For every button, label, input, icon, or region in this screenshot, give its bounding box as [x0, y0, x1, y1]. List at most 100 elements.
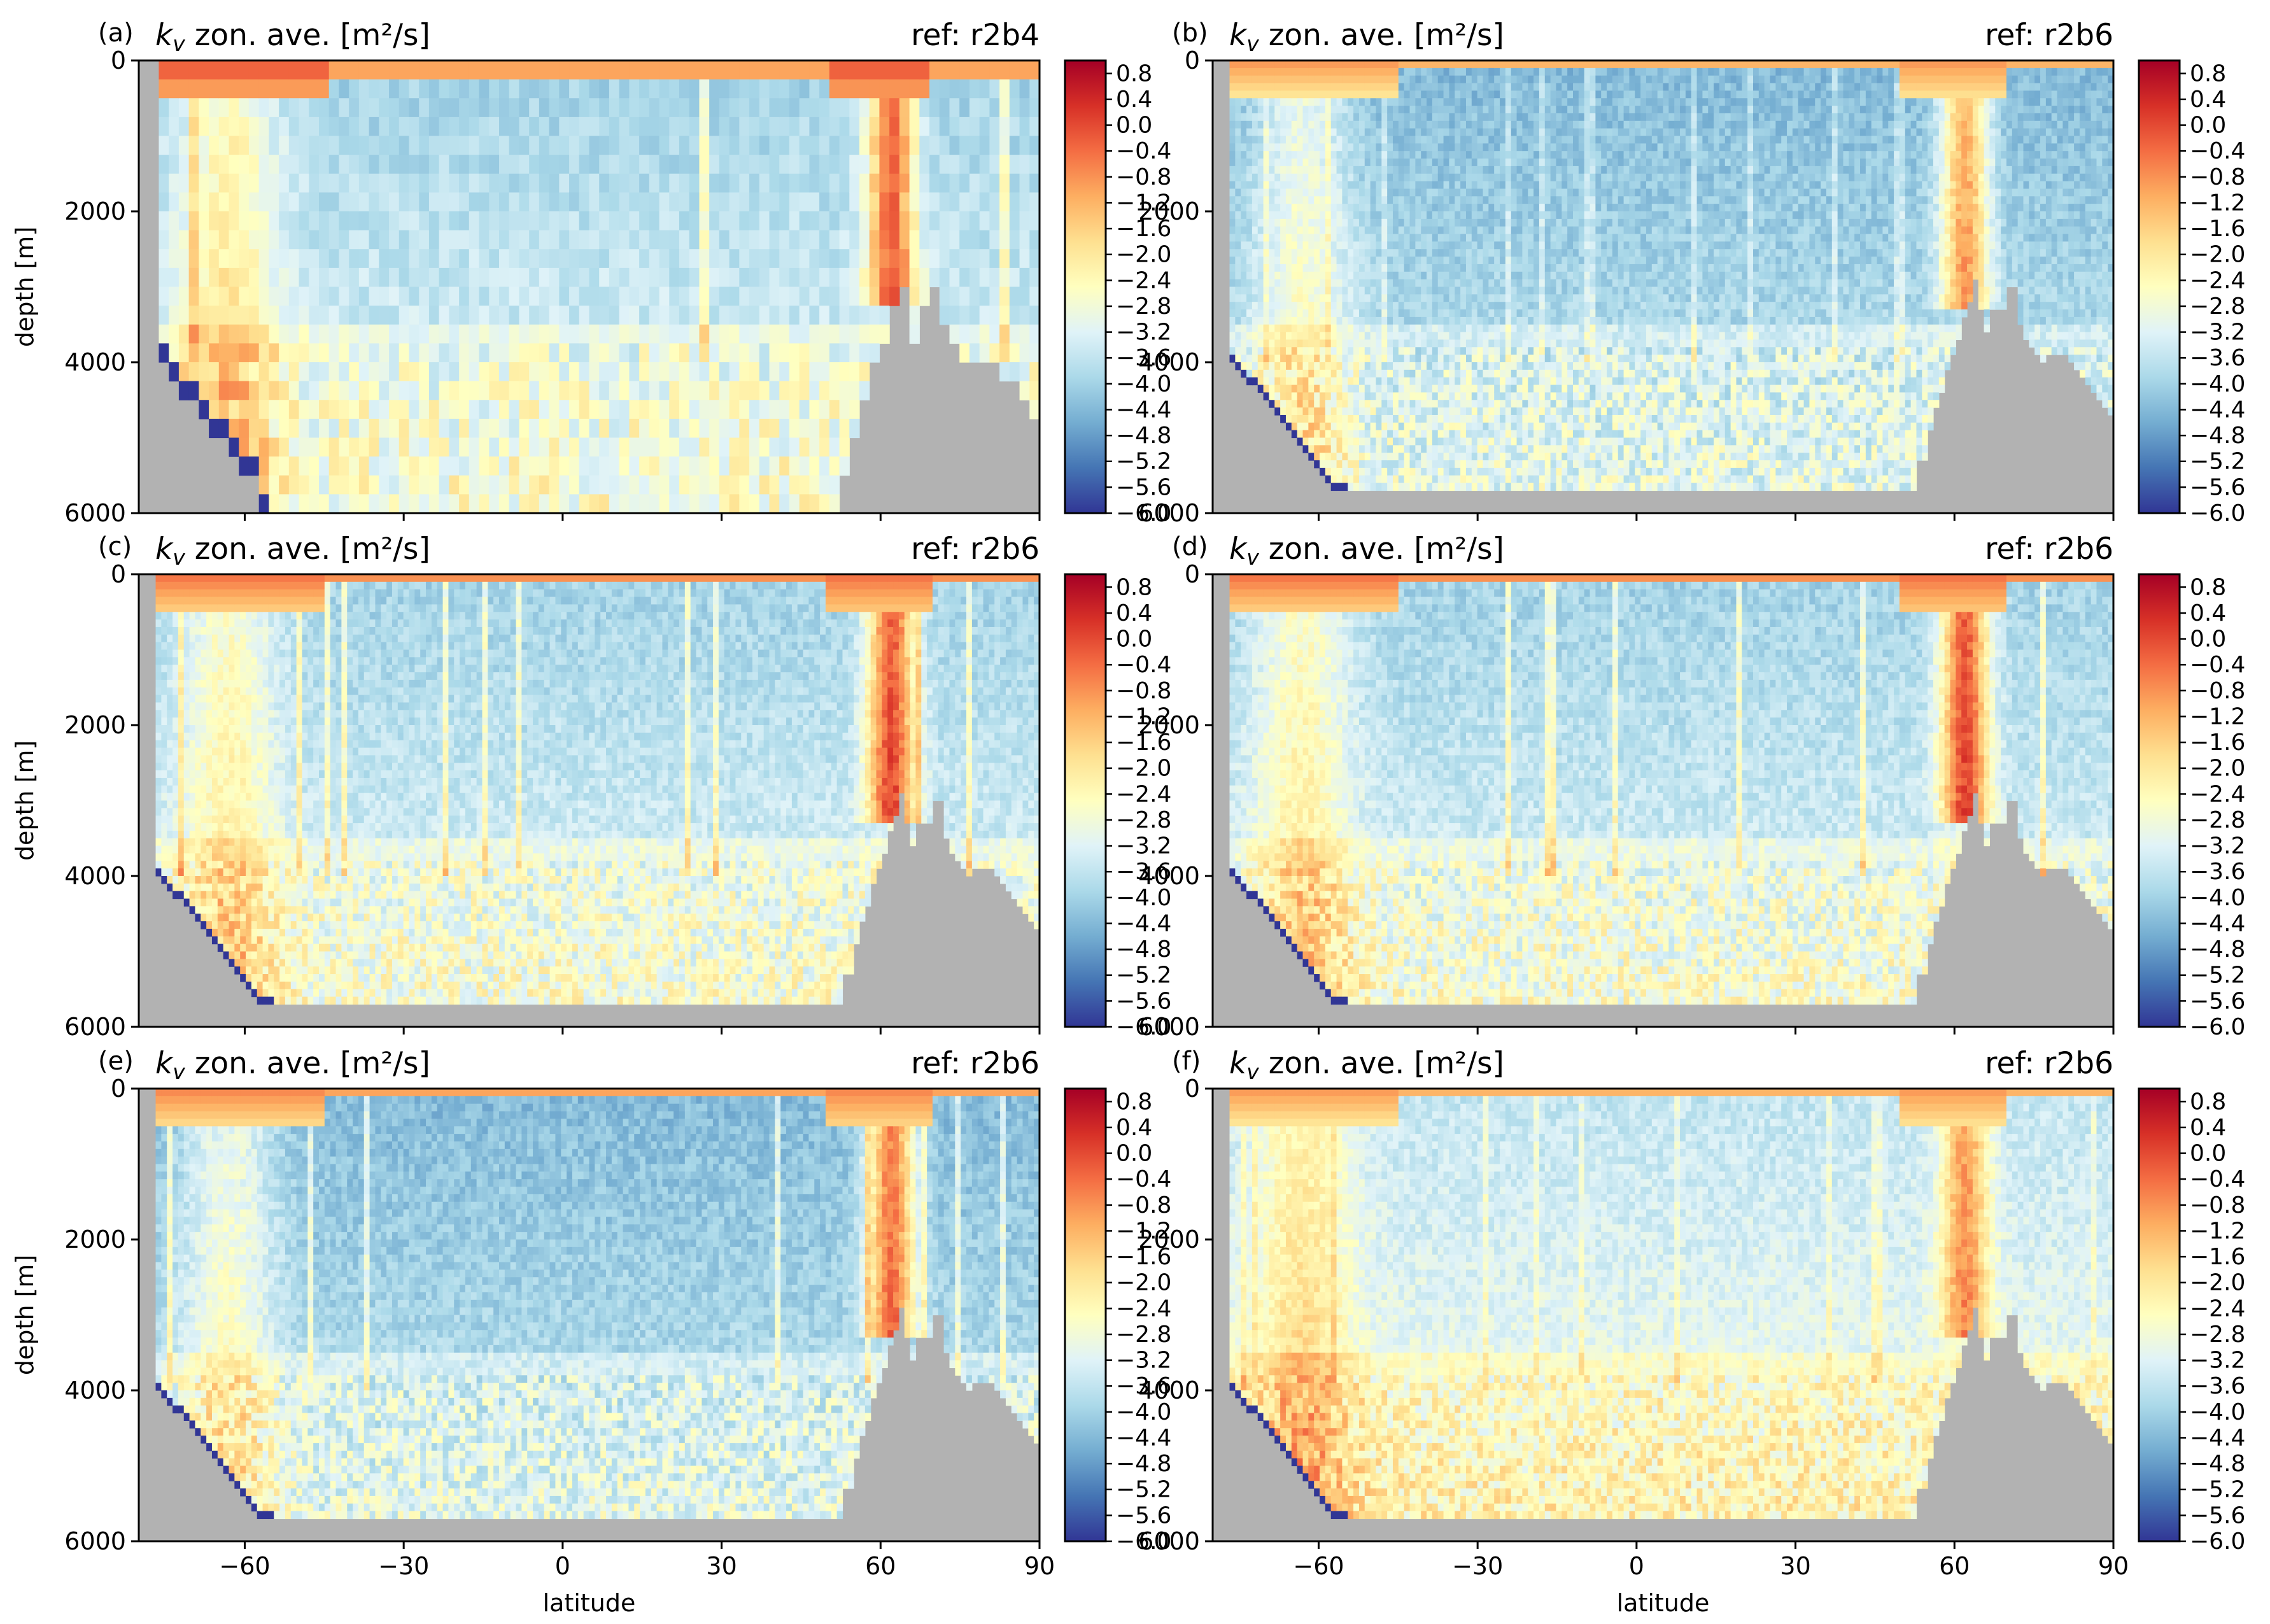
- heatmap-cell: [469, 438, 479, 457]
- heatmap-cell: [549, 80, 560, 99]
- heatmap-cell: [529, 325, 539, 344]
- heatmap-cell: [349, 287, 359, 306]
- heatmap-cell: [409, 343, 419, 362]
- heatmap-cell: [159, 80, 169, 99]
- heatmap-cell: [539, 60, 549, 80]
- heatmap-cell: [429, 419, 439, 438]
- heatmap-cell: [479, 343, 490, 362]
- heatmap-cell: [349, 230, 359, 250]
- heatmap-cell: [249, 230, 259, 250]
- heatmap-cell: [559, 192, 569, 211]
- heatmap-cell: [489, 381, 499, 400]
- heatmap-cell: [359, 60, 369, 80]
- figure: 0200040006000depth [m](a) kv zon. ave. [m…: [0, 0, 2270, 1624]
- heatmap-cell: [489, 80, 499, 99]
- heatmap-cell: [579, 155, 589, 174]
- heatmap-cell: [229, 60, 239, 80]
- heatmap-cell: [539, 325, 549, 344]
- heatmap-cell: [159, 192, 169, 211]
- heatmap-cell: [289, 192, 299, 211]
- heatmap-cell: [509, 343, 519, 362]
- heatmap-cell: [369, 456, 379, 476]
- heatmap-cell: [239, 419, 249, 438]
- heatmap-cell: [549, 381, 560, 400]
- heatmap-cell: [469, 211, 479, 230]
- heatmap-cell: [449, 456, 459, 476]
- heatmap-cell: [549, 174, 560, 193]
- heatmap-cell: [549, 476, 560, 495]
- heatmap-cell: [479, 400, 490, 419]
- heatmap-cell: [529, 381, 539, 400]
- heatmap-cell: [449, 155, 459, 174]
- heatmap-cell: [449, 306, 459, 325]
- heatmap-cell: [309, 456, 319, 476]
- heatmap-cell: [319, 155, 329, 174]
- heatmap-cell: [469, 155, 479, 174]
- heatmap-cell: [279, 438, 289, 457]
- heatmap-cell: [309, 136, 319, 155]
- heatmap-cell: [359, 400, 369, 419]
- heatmap-cell: [189, 362, 199, 381]
- heatmap-cell: [229, 287, 239, 306]
- heatmap-cell: [169, 249, 179, 268]
- heatmap-cell: [439, 136, 449, 155]
- heatmap-cell: [379, 287, 389, 306]
- heatmap-cell: [229, 419, 239, 438]
- heatmap-cell: [419, 287, 429, 306]
- heatmap-cell: [439, 456, 449, 476]
- heatmap-cell: [329, 117, 339, 136]
- heatmap-cell: [459, 287, 469, 306]
- heatmap-cell: [479, 80, 490, 99]
- heatmap-cell: [409, 155, 419, 174]
- heatmap-cell: [159, 211, 169, 230]
- heatmap-cell: [419, 306, 429, 325]
- heatmap-cell: [569, 400, 579, 419]
- heatmap-cell: [509, 494, 519, 513]
- heatmap-cell: [449, 60, 459, 80]
- heatmap-cell: [209, 249, 219, 268]
- heatmap-cell: [429, 230, 439, 250]
- heatmap-cell: [519, 476, 529, 495]
- heatmap-cell: [249, 287, 259, 306]
- heatmap-cell: [259, 306, 269, 325]
- heatmap-cell: [429, 456, 439, 476]
- heatmap-cell: [169, 117, 179, 136]
- heatmap-cell: [189, 306, 199, 325]
- heatmap-cell: [489, 456, 499, 476]
- heatmap-cell: [249, 192, 259, 211]
- heatmap-cell: [419, 155, 429, 174]
- heatmap-cell: [329, 192, 339, 211]
- heatmap-cell: [489, 325, 499, 344]
- heatmap-cell: [309, 60, 319, 80]
- heatmap-cell: [459, 419, 469, 438]
- heatmap-cell: [249, 60, 259, 80]
- heatmap-cell: [509, 136, 519, 155]
- heatmap-cell: [309, 117, 319, 136]
- heatmap-cell: [199, 249, 209, 268]
- heatmap-cell: [379, 381, 389, 400]
- heatmap-cell: [189, 98, 199, 117]
- heatmap-cell: [219, 136, 229, 155]
- heatmap-cell: [179, 230, 189, 250]
- heatmap-cell: [209, 287, 219, 306]
- heatmap-cell: [409, 174, 419, 193]
- heatmap-cell: [419, 80, 429, 99]
- heatmap-cell: [549, 117, 560, 136]
- heatmap-cell: [409, 325, 419, 344]
- heatmap-cell: [169, 80, 179, 99]
- heatmap-cell: [369, 494, 379, 513]
- heatmap-cell: [499, 287, 509, 306]
- heatmap-cell: [399, 136, 409, 155]
- heatmap-cell: [569, 80, 579, 99]
- heatmap-cell: [269, 268, 279, 287]
- heatmap-cell: [429, 60, 439, 80]
- heatmap-cell: [439, 98, 449, 117]
- heatmap-cell: [329, 494, 339, 513]
- heatmap-cell: [499, 249, 509, 268]
- heatmap-cell: [529, 98, 539, 117]
- heatmap-cell: [409, 494, 419, 513]
- heatmap-cell: [389, 211, 399, 230]
- heatmap-cell: [459, 343, 469, 362]
- heatmap-cell: [279, 230, 289, 250]
- heatmap-cell: [379, 155, 389, 174]
